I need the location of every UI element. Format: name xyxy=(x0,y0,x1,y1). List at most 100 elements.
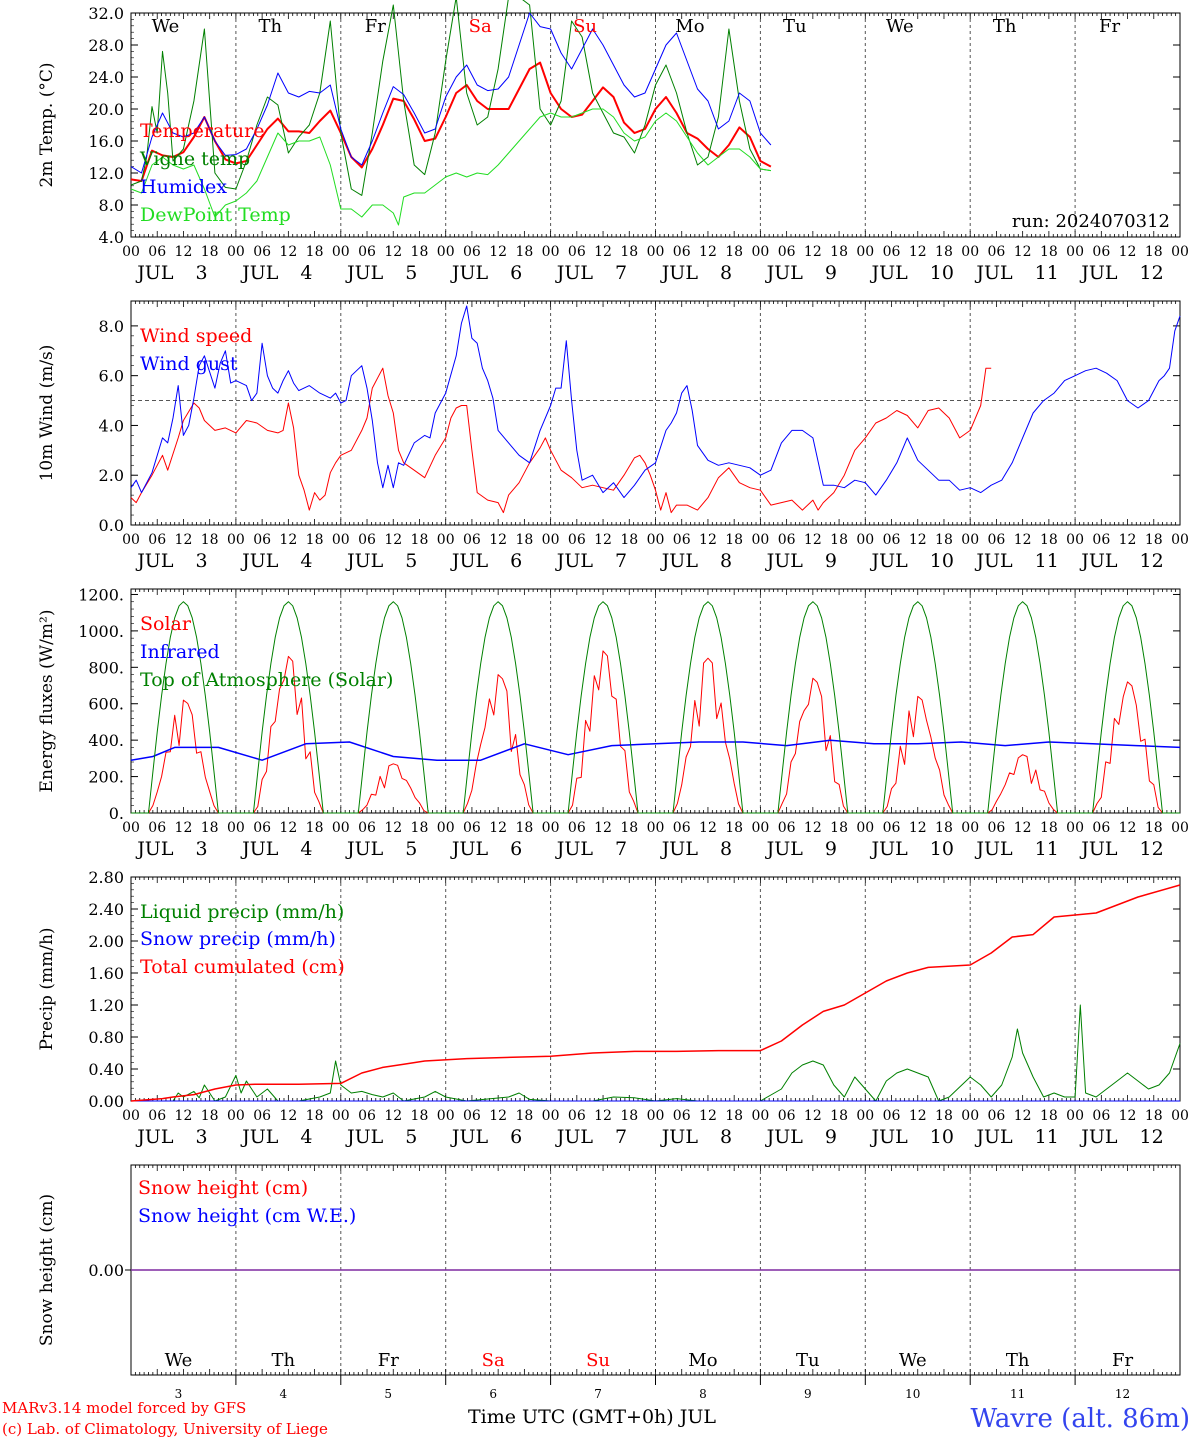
weekday-label: Tu xyxy=(783,16,807,37)
hour-label: 12 xyxy=(699,820,717,836)
hour-label: 18 xyxy=(1145,1108,1163,1124)
y-tick-label: 12.0 xyxy=(88,164,124,183)
weekday-label: Su xyxy=(573,16,597,37)
hour-label: 12 xyxy=(909,532,927,548)
hour-label: 00 xyxy=(751,532,769,548)
day-number-label: 3 xyxy=(175,1387,183,1401)
hour-label: 00 xyxy=(227,820,245,836)
weekday-label: Sa xyxy=(482,1350,505,1371)
hour-label: 00 xyxy=(542,244,560,260)
day-number-label: 12 xyxy=(1140,1126,1164,1148)
y-axis-title: Snow height (cm) xyxy=(37,1194,57,1346)
month-label: JUL xyxy=(555,838,594,860)
hour-label: 18 xyxy=(1040,532,1058,548)
y-tick-label: 1000. xyxy=(78,622,124,641)
hour-label: 12 xyxy=(804,244,822,260)
hour-label: 06 xyxy=(988,820,1006,836)
series-line-total-cumulated-cm- xyxy=(130,884,1181,1102)
month-label: JUL xyxy=(974,550,1013,572)
day-number-label: 3 xyxy=(195,838,207,860)
hour-label: 18 xyxy=(725,244,743,260)
hour-label: 06 xyxy=(358,532,376,548)
day-number-label: 11 xyxy=(1035,550,1059,572)
month-label: JUL xyxy=(660,1126,699,1148)
month-label: JUL xyxy=(555,1126,594,1148)
legend-entry: Liquid precip (mm/h) xyxy=(140,901,344,923)
day-number-label: 8 xyxy=(720,262,732,284)
hour-label: 18 xyxy=(1145,820,1163,836)
y-tick-label: 24.0 xyxy=(88,68,124,87)
month-label: JUL xyxy=(870,550,909,572)
month-label: JUL xyxy=(765,1126,804,1148)
hour-label: 18 xyxy=(411,1108,429,1124)
hour-label: 06 xyxy=(148,532,166,548)
hour-label: 12 xyxy=(909,820,927,836)
weekday-label: We xyxy=(899,1350,927,1371)
month-label: JUL xyxy=(765,262,804,284)
hour-label: 06 xyxy=(148,820,166,836)
hour-label: 06 xyxy=(463,1108,481,1124)
hour-label: 18 xyxy=(935,1108,953,1124)
y-tick-label: 0. xyxy=(109,804,124,823)
hour-label: 06 xyxy=(358,1108,376,1124)
hour-label: 12 xyxy=(384,820,402,836)
month-label: JUL xyxy=(1079,1126,1118,1148)
hour-label: 12 xyxy=(175,244,193,260)
month-label: JUL xyxy=(870,1126,909,1148)
day-number-label: 12 xyxy=(1140,262,1164,284)
hour-label: 06 xyxy=(1092,820,1110,836)
series-line-wind-gust xyxy=(130,305,1181,499)
hour-label: 00 xyxy=(647,532,665,548)
hour-label: 00 xyxy=(856,244,874,260)
hour-label: 12 xyxy=(175,532,193,548)
y-axis-title: 10m Wind (m/s) xyxy=(37,345,57,482)
hour-label: 18 xyxy=(1145,532,1163,548)
hour-label: 06 xyxy=(778,532,796,548)
day-number-label: 4 xyxy=(280,1387,288,1401)
y-tick-label: 20.0 xyxy=(88,100,124,119)
legend-entry: Humidex xyxy=(140,176,227,198)
hour-label: 18 xyxy=(1040,244,1058,260)
day-number-label: 7 xyxy=(615,1126,627,1148)
month-label: JUL xyxy=(974,262,1013,284)
y-tick-label: 200. xyxy=(88,768,124,787)
legend-entry: Total cumulated (cm) xyxy=(140,956,345,978)
hour-label: 06 xyxy=(463,820,481,836)
day-number-label: 6 xyxy=(510,262,522,284)
hour-label: 06 xyxy=(1092,244,1110,260)
hour-label: 18 xyxy=(1040,1108,1058,1124)
hour-label: 06 xyxy=(673,244,691,260)
day-number-label: 7 xyxy=(594,1387,602,1401)
hour-label: 18 xyxy=(201,532,219,548)
series-line-humidex xyxy=(130,12,772,174)
day-number-label: 5 xyxy=(384,1387,392,1401)
weekday-label: Tu xyxy=(796,1350,820,1371)
hour-label: 06 xyxy=(1092,1108,1110,1124)
y-tick-label: 1.60 xyxy=(88,964,124,983)
hour-label: 12 xyxy=(1014,244,1032,260)
day-number-label: 7 xyxy=(615,838,627,860)
weekday-label: Fr xyxy=(1099,16,1120,37)
series-line-wind-speed xyxy=(130,367,992,514)
hour-label: 06 xyxy=(988,532,1006,548)
day-number-label: 5 xyxy=(405,1126,417,1148)
series-line-top-of-atmosphere-solar- xyxy=(131,601,1180,814)
hour-label: 18 xyxy=(515,532,533,548)
y-tick-label: 2.40 xyxy=(88,900,124,919)
hour-label: 06 xyxy=(148,1108,166,1124)
station-name: Wavre (alt. 86m) xyxy=(970,1404,1190,1434)
day-number-label: 6 xyxy=(489,1387,497,1401)
hour-label: 12 xyxy=(909,1108,927,1124)
legend-entry: Wind gust xyxy=(140,353,238,375)
hour-label: 00 xyxy=(961,244,979,260)
month-label: JUL xyxy=(450,838,489,860)
day-number-label: 11 xyxy=(1010,1387,1025,1401)
hour-label: 18 xyxy=(201,1108,219,1124)
day-number-label: 12 xyxy=(1140,838,1164,860)
day-number-label: 8 xyxy=(720,838,732,860)
y-tick-label: 400. xyxy=(88,731,124,750)
hour-label: 18 xyxy=(1145,244,1163,260)
hour-label: 00 xyxy=(437,244,455,260)
hour-label: 00 xyxy=(542,1108,560,1124)
